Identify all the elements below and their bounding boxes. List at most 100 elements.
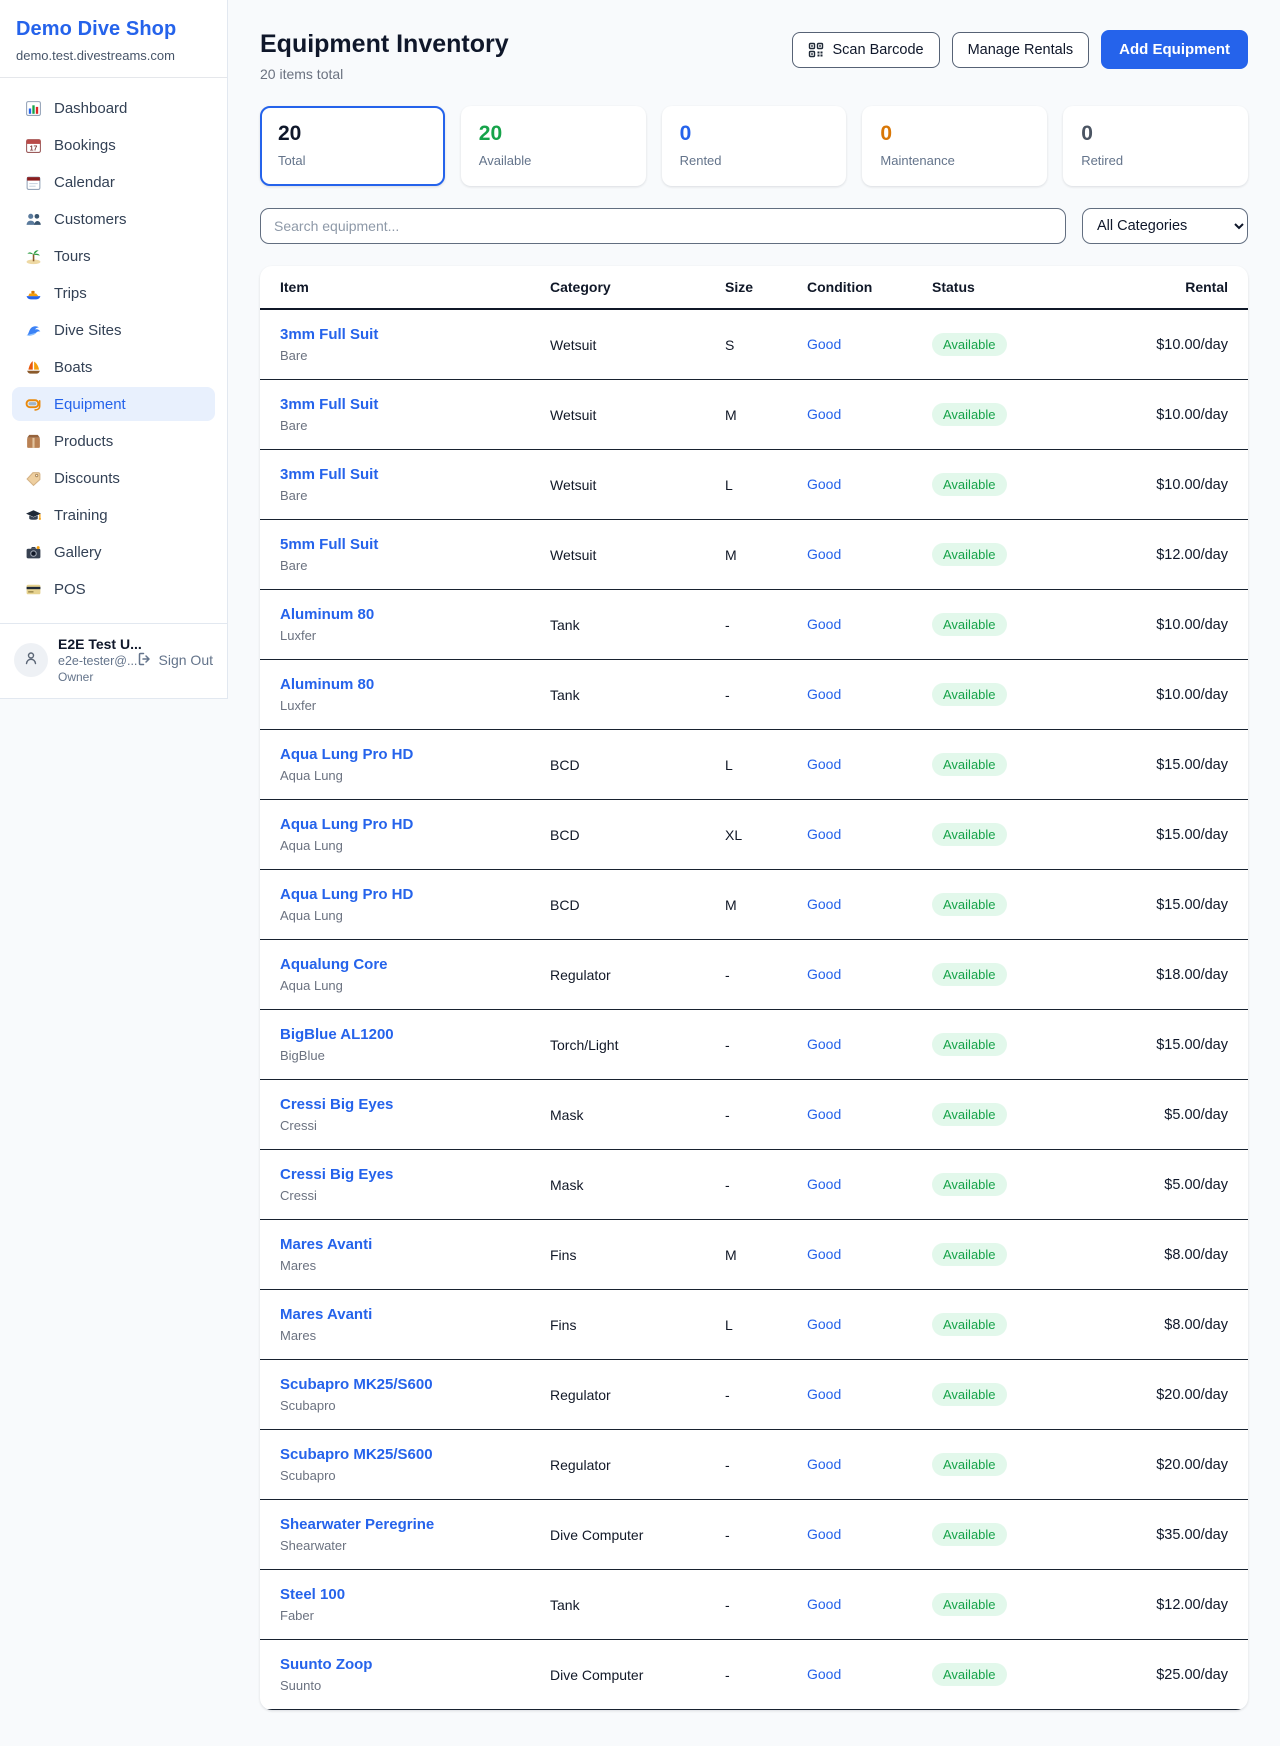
condition-link[interactable]: Good	[807, 1665, 842, 1682]
item-name-link[interactable]: Cressi Big Eyes	[280, 1096, 394, 1113]
condition-link[interactable]: Good	[807, 1105, 842, 1122]
rental-cell: $10.00/day	[1156, 406, 1228, 423]
stat-value: 0	[679, 122, 692, 145]
condition-link[interactable]: Good	[807, 755, 842, 772]
calendar-icon	[24, 173, 42, 191]
item-name-link[interactable]: Mares Avanti	[280, 1236, 373, 1253]
table-row: Aqua Lung Pro HD Aqua Lung BCD XL Good A…	[260, 800, 1248, 870]
add-equipment-label: Add Equipment	[1119, 41, 1230, 58]
sidebar-item-trips[interactable]: Trips	[12, 276, 215, 310]
category-cell: Tank	[550, 686, 580, 703]
item-name-link[interactable]: Aqua Lung Pro HD	[280, 886, 414, 903]
stat-card[interactable]: 0 Rented	[661, 106, 847, 186]
condition-link[interactable]: Good	[807, 335, 842, 352]
item-brand: Suunto	[280, 1678, 322, 1693]
condition-link[interactable]: Good	[807, 1525, 842, 1542]
sidebar-item-tours[interactable]: Tours	[12, 239, 215, 273]
sidebar-item-products[interactable]: Products	[12, 424, 215, 458]
stat-card[interactable]: 0 Maintenance	[862, 106, 1048, 186]
item-name-link[interactable]: Cressi Big Eyes	[280, 1166, 394, 1183]
sidebar-item-boats[interactable]: Boats	[12, 350, 215, 384]
table-row: Aqua Lung Pro HD Aqua Lung BCD L Good Av…	[260, 730, 1248, 800]
manage-rentals-label: Manage Rentals	[967, 41, 1074, 58]
sidebar-item-equipment[interactable]: Equipment	[12, 387, 215, 421]
sidebar-item-training[interactable]: Training	[12, 498, 215, 532]
scan-barcode-button[interactable]: Scan Barcode	[792, 31, 940, 68]
category-cell: Dive Computer	[550, 1666, 644, 1683]
stat-card[interactable]: 20 Total	[260, 106, 445, 186]
user-panel: E2E Test U... e2e-tester@... Owner Sign …	[0, 623, 227, 698]
condition-link[interactable]: Good	[807, 965, 842, 982]
condition-link[interactable]: Good	[807, 1455, 842, 1472]
condition-link[interactable]: Good	[807, 1315, 842, 1332]
size-cell: -	[725, 966, 730, 983]
condition-link[interactable]: Good	[807, 545, 842, 562]
stat-card[interactable]: 20 Available	[460, 106, 646, 186]
condition-link[interactable]: Good	[807, 1245, 842, 1262]
item-name-link[interactable]: Aqualung Core	[280, 956, 388, 973]
item-brand: Luxfer	[280, 628, 317, 643]
status-badge: Available	[932, 1593, 1007, 1616]
condition-link[interactable]: Good	[807, 1595, 842, 1612]
rental-cell: $35.00/day	[1156, 1526, 1228, 1543]
col-category: Category	[550, 279, 611, 295]
condition-link[interactable]: Good	[807, 1035, 842, 1052]
status-badge: Available	[932, 683, 1007, 706]
item-name-link[interactable]: 5mm Full Suit	[280, 536, 379, 553]
item-name-link[interactable]: Mares Avanti	[280, 1306, 373, 1323]
stat-card[interactable]: 0 Retired	[1063, 106, 1248, 186]
search-input[interactable]	[260, 208, 1066, 244]
manage-rentals-button[interactable]: Manage Rentals	[951, 31, 1090, 68]
sidebar-item-gallery[interactable]: Gallery	[12, 535, 215, 569]
rental-cell: $15.00/day	[1156, 1036, 1228, 1053]
sidebar-item-dive-sites[interactable]: Dive Sites	[12, 313, 215, 347]
item-name-link[interactable]: Steel 100	[280, 1586, 346, 1603]
condition-link[interactable]: Good	[807, 1385, 842, 1402]
status-badge: Available	[932, 403, 1007, 426]
item-name-link[interactable]: Aluminum 80	[280, 606, 375, 623]
item-brand: Aqua Lung	[280, 978, 343, 993]
item-name-link[interactable]: 3mm Full Suit	[280, 326, 379, 343]
status-badge: Available	[932, 543, 1007, 566]
item-brand: Mares	[280, 1258, 317, 1273]
sidebar-item-discounts[interactable]: Discounts	[12, 461, 215, 495]
table-row: Aluminum 80 Luxfer Tank - Good Available…	[260, 590, 1248, 660]
size-cell: M	[725, 1246, 737, 1263]
sign-out-button[interactable]: Sign Out	[137, 651, 213, 670]
boats-icon	[24, 358, 42, 376]
size-cell: -	[725, 1106, 730, 1123]
condition-link[interactable]: Good	[807, 1175, 842, 1192]
item-name-link[interactable]: 3mm Full Suit	[280, 396, 379, 413]
item-name-link[interactable]: Suunto Zoop	[280, 1656, 373, 1673]
item-name-link[interactable]: Scubapro MK25/S600	[280, 1376, 433, 1393]
sidebar-item-customers[interactable]: Customers	[12, 202, 215, 236]
item-cell: Aqua Lung Pro HD Aqua Lung	[280, 886, 550, 923]
sidebar-item-calendar[interactable]: Calendar	[12, 165, 215, 199]
rental-cell: $10.00/day	[1156, 476, 1228, 493]
item-name-link[interactable]: Shearwater Peregrine	[280, 1516, 435, 1533]
status-badge: Available	[932, 613, 1007, 636]
sidebar-item-pos[interactable]: POS	[12, 572, 215, 606]
condition-link[interactable]: Good	[807, 475, 842, 492]
col-size: Size	[725, 279, 754, 295]
item-name-link[interactable]: BigBlue AL1200	[280, 1026, 394, 1043]
item-name-link[interactable]: 3mm Full Suit	[280, 466, 379, 483]
condition-link[interactable]: Good	[807, 405, 842, 422]
add-equipment-button[interactable]: Add Equipment	[1101, 30, 1248, 69]
brand-title[interactable]: Demo Dive Shop	[16, 18, 177, 40]
sidebar-item-bookings[interactable]: 17 Bookings	[12, 128, 215, 162]
item-name-link[interactable]: Aqua Lung Pro HD	[280, 816, 414, 833]
filter-bar: All Categories	[260, 208, 1248, 244]
status-badge: Available	[932, 1523, 1007, 1546]
sidebar-item-dashboard[interactable]: Dashboard	[12, 91, 215, 125]
item-name-link[interactable]: Aluminum 80	[280, 676, 375, 693]
condition-link[interactable]: Good	[807, 895, 842, 912]
item-cell: Scubapro MK25/S600 Scubapro	[280, 1446, 550, 1483]
condition-link[interactable]: Good	[807, 825, 842, 842]
item-name-link[interactable]: Scubapro MK25/S600	[280, 1446, 433, 1463]
table-row: Scubapro MK25/S600 Scubapro Regulator - …	[260, 1360, 1248, 1430]
category-select[interactable]: All Categories	[1082, 208, 1248, 244]
condition-link[interactable]: Good	[807, 685, 842, 702]
condition-link[interactable]: Good	[807, 615, 842, 632]
item-name-link[interactable]: Aqua Lung Pro HD	[280, 746, 414, 763]
